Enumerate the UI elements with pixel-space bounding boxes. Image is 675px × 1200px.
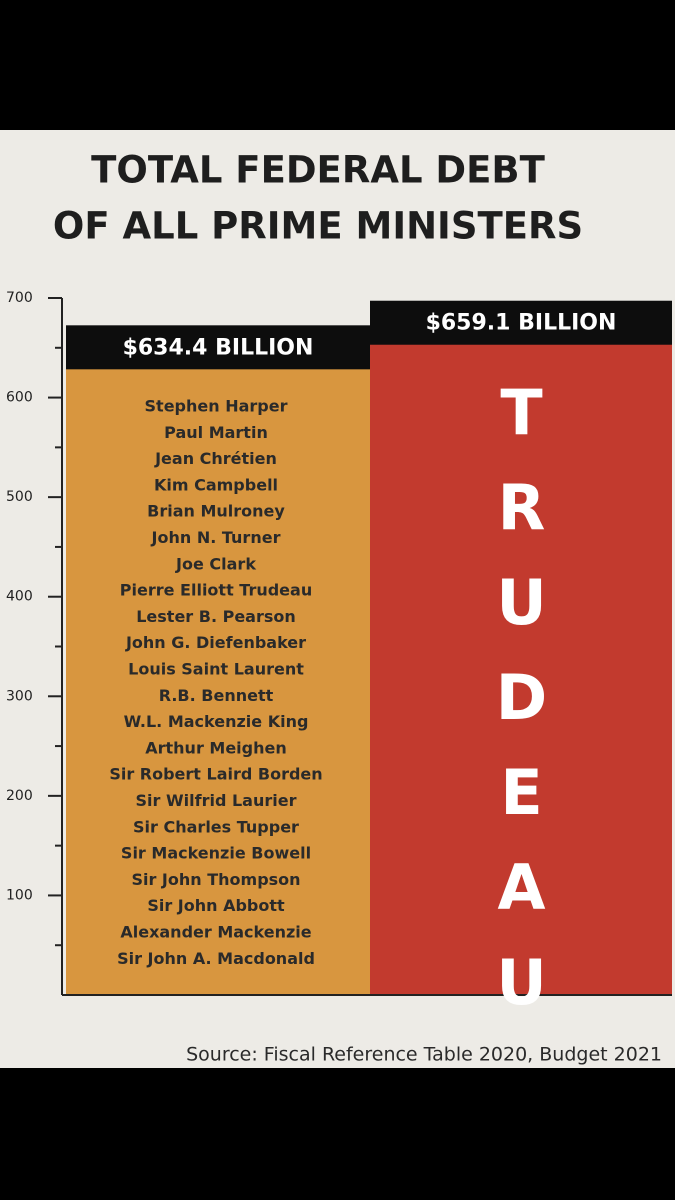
member-name: W.L. Mackenzie King <box>124 712 309 731</box>
member-name: Stephen Harper <box>145 397 288 416</box>
member-name: Sir Robert Laird Borden <box>109 765 322 784</box>
y-tick-label: 100 <box>6 887 33 903</box>
member-name: Lester B. Pearson <box>136 607 296 626</box>
member-name: Arthur Meighen <box>145 738 287 757</box>
member-name: Sir Charles Tupper <box>133 817 299 836</box>
member-name: Paul Martin <box>164 423 268 442</box>
member-name: John G. Diefenbaker <box>125 633 306 652</box>
member-name: Jean Chrétien <box>154 449 277 468</box>
y-tick-label: 300 <box>6 688 33 704</box>
y-tick-label: 200 <box>6 788 33 804</box>
member-name: Louis Saint Laurent <box>128 660 304 679</box>
member-name: Joe Clark <box>175 554 256 573</box>
member-name: Brian Mulroney <box>147 502 285 521</box>
y-tick-label: 700 <box>6 290 33 306</box>
member-name: R.B. Bennett <box>159 686 274 705</box>
member-name: John N. Turner <box>151 528 281 547</box>
bar <box>66 363 370 995</box>
member-name: Kim Campbell <box>154 475 278 494</box>
member-name: Pierre Elliott Trudeau <box>120 581 312 600</box>
y-tick-label: 400 <box>6 589 33 605</box>
bar <box>370 338 672 995</box>
source-note: Source: Fiscal Reference Table 2020, Bud… <box>186 1044 662 1066</box>
value-label: $634.4 BILLION <box>123 335 314 360</box>
member-name: Sir John Abbott <box>147 896 285 915</box>
chart-title: TOTAL FEDERAL DEBT <box>91 149 545 192</box>
chart-title: OF ALL PRIME MINISTERS <box>53 205 583 248</box>
member-name: Sir John A. Macdonald <box>117 949 315 968</box>
member-name: Sir Mackenzie Bowell <box>121 844 311 863</box>
value-label-box <box>66 325 370 370</box>
member-name: Sir Wilfrid Laurier <box>136 791 297 810</box>
y-tick-label: 500 <box>6 489 33 505</box>
value-label-box <box>370 300 672 345</box>
member-name: Alexander Mackenzie <box>120 923 311 942</box>
value-label: $659.1 BILLION <box>426 311 617 336</box>
y-tick-label: 600 <box>6 390 33 406</box>
member-name: TRUDEAU <box>485 376 558 1041</box>
member-name: Sir John Thompson <box>131 870 300 889</box>
